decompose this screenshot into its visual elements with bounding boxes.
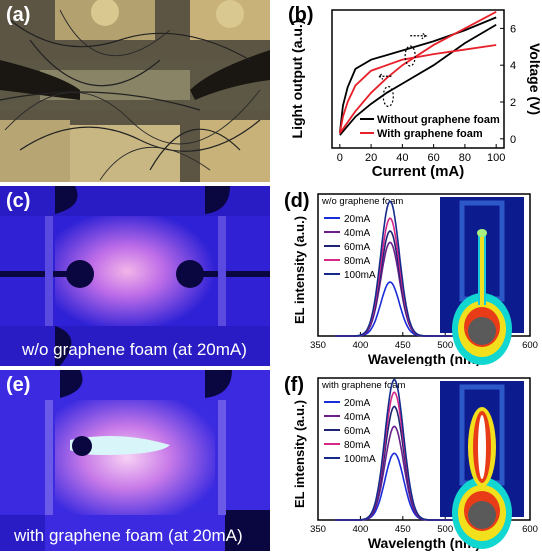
chart-d: 350400450500550600Wavelength (nm)EL inte… xyxy=(292,193,538,367)
x-tick-label-b-2: 40 xyxy=(396,152,408,164)
chart-f: 350400450500550600Wavelength (nm)EL inte… xyxy=(292,377,538,551)
panel-b: 0 20 40 60 80 100 0 2 4 6 Current (mA) Light output… xyxy=(272,0,542,182)
inset-stripe-core-d xyxy=(480,237,484,305)
y2-tick-label-b-3: 6 xyxy=(510,23,516,35)
panel-label-b: (b) xyxy=(288,4,314,26)
legend-label-d-4: 100mA xyxy=(344,270,376,281)
x-tick-label-b-3: 60 xyxy=(428,152,440,164)
legend-label-f-4: 100mA xyxy=(344,454,376,465)
photo-c: (c) w/o graphene foam (at 20mA) xyxy=(0,186,270,366)
panel-d: 350400450500550600Wavelength (nm)EL inte… xyxy=(272,186,542,367)
emission-image-e xyxy=(0,370,270,551)
legend-label-f-3: 80mA xyxy=(344,440,370,451)
x-tick-label-b-0: 0 xyxy=(337,152,343,164)
x-tick-label-d-1: 400 xyxy=(352,340,368,351)
y2-tick-label-b-1: 2 xyxy=(510,97,516,109)
photo-e: (e) with graphene foam (at 20mA) xyxy=(0,370,270,551)
y2-tick-label-b-0: 0 xyxy=(510,134,516,146)
caption-e: with graphene foam (at 20mA) xyxy=(14,526,243,545)
legend-label-d-1: 40mA xyxy=(344,228,370,239)
series-line-b-1 xyxy=(339,23,497,136)
series-line-b-2 xyxy=(338,44,497,134)
caption-c: w/o graphene foam (at 20mA) xyxy=(22,340,247,359)
x-tick-label-d-3: 500 xyxy=(437,340,453,351)
x-tick-label-f-1: 400 xyxy=(352,524,368,535)
panel-label-c: (c) xyxy=(6,190,31,212)
series-curve-f-4 xyxy=(335,378,454,521)
legend-label-f-0: 20mA xyxy=(344,398,370,409)
x-tick-label-b-4: 80 xyxy=(459,152,471,164)
plot-frame-b xyxy=(331,9,505,149)
x-tick-label-f-0: 350 xyxy=(310,524,326,535)
annotation-arrow-right-icon xyxy=(410,32,428,40)
legend-label-d-3: 80mA xyxy=(344,256,370,267)
photo-a: (a) xyxy=(0,0,270,182)
y2-tick-label-b-2: 4 xyxy=(510,60,516,72)
legend-label-d-2: 60mA xyxy=(344,242,370,253)
series-curve-d-4 xyxy=(335,200,454,337)
legend-label-b-1: With graphene foam xyxy=(377,128,483,140)
chart-title-d: w/o graphene foam xyxy=(321,196,403,207)
series-line-b-3 xyxy=(339,11,497,134)
inset-probe-d xyxy=(468,317,496,345)
x-axis-label-f: Wavelength (nm) xyxy=(368,535,480,551)
x-axis-label-b: Current (mA) xyxy=(372,163,465,180)
micrograph-a xyxy=(0,0,270,182)
x-axis-label-d: Wavelength (nm) xyxy=(368,351,480,366)
annotation-ellipse-left xyxy=(382,85,394,108)
y-axis-label-f: EL intensity (a.u.) xyxy=(292,400,307,508)
x-tick-label-b-1: 20 xyxy=(365,152,377,164)
panel-label-d: (d) xyxy=(284,190,310,212)
chart-title-f: with graphene foam xyxy=(321,380,406,391)
panel-f: 350400450500550600Wavelength (nm)EL inte… xyxy=(272,370,542,551)
annotation-ellipse-right xyxy=(404,45,416,67)
legend-label-f-2: 60mA xyxy=(344,426,370,437)
inset-stripe-white-f xyxy=(478,415,486,479)
chart-b: 0 20 40 60 80 100 0 2 4 6 Current (mA) Light output… xyxy=(289,9,542,180)
x-tick-label-f-2: 450 xyxy=(395,524,411,535)
annotation-arrow-left-icon xyxy=(377,72,392,80)
x-tick-label-d-2: 450 xyxy=(395,340,411,351)
x-tick-label-d-5: 600 xyxy=(522,340,538,351)
x-tick-label-d-0: 350 xyxy=(310,340,326,351)
panel-label-e: (e) xyxy=(6,374,31,396)
panel-label-a: (a) xyxy=(6,4,31,26)
x-tick-label-f-5: 600 xyxy=(522,524,538,535)
inset-probe-f xyxy=(468,501,496,529)
legend-label-f-1: 40mA xyxy=(344,412,370,423)
y2-axis-label-b: Voltage (V) xyxy=(527,43,542,115)
x-tick-label-b-5: 100 xyxy=(487,152,505,164)
inset-stripe-tip-d xyxy=(477,229,487,237)
legend-label-b-0: Without graphene foam xyxy=(377,114,500,126)
series-curve-d-0 xyxy=(335,281,454,337)
legend-label-d-0: 20mA xyxy=(344,214,370,225)
y-axis-label-d: EL intensity (a.u.) xyxy=(292,216,307,324)
y-axis-label-b: Light output (a.u.) xyxy=(289,20,305,139)
emission-image-c xyxy=(0,186,270,366)
x-tick-label-f-3: 500 xyxy=(437,524,453,535)
panel-label-f: (f) xyxy=(284,374,304,396)
